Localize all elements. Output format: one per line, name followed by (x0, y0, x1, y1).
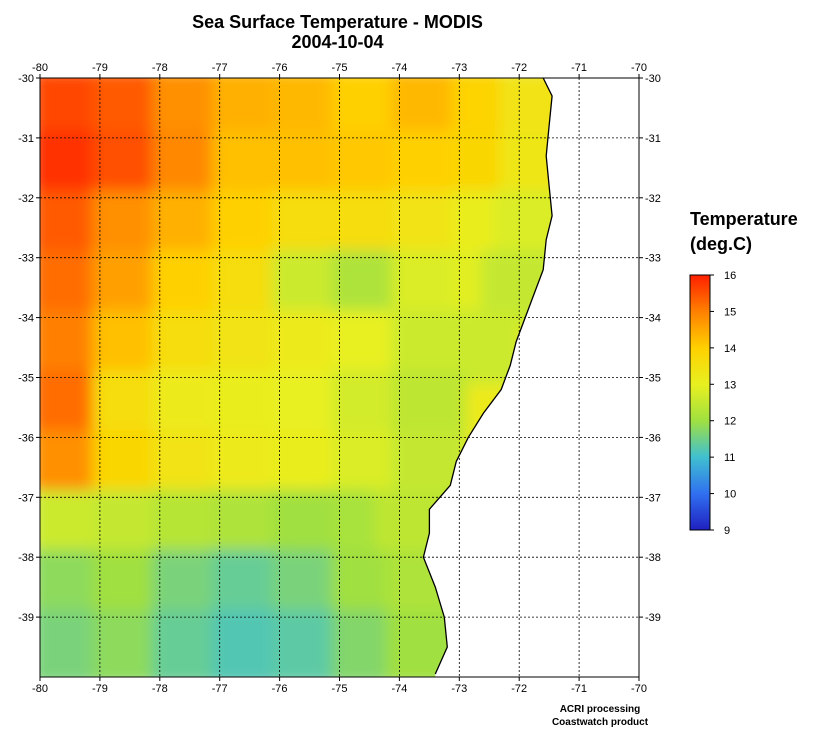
lon-tick-label-bottom: -70 (631, 683, 647, 695)
lat-tick-label-left: -32 (18, 193, 34, 205)
sst-cells (40, 78, 639, 677)
lat-tick-label-left: -31 (18, 133, 34, 145)
lon-tick-label-bottom: -73 (451, 683, 467, 695)
lat-tick-label-left: -35 (18, 373, 34, 385)
lon-tick-label-bottom: -76 (272, 683, 288, 695)
legend-units: (deg.C) (690, 234, 752, 254)
lon-tick-label-bottom: -72 (511, 683, 527, 695)
lon-tick-label-bottom: -78 (152, 683, 168, 695)
lat-tick-label-right: -36 (645, 432, 661, 444)
lat-tick-label-right: -38 (645, 552, 661, 564)
lat-tick-label-left: -39 (18, 612, 34, 624)
lat-tick-label-left: -34 (18, 313, 34, 325)
legend-title: Temperature (690, 209, 798, 229)
credit-processing: ACRI processing (559, 704, 641, 715)
lat-tick-label-right: -37 (645, 492, 661, 504)
lat-tick-label-left: -33 (18, 253, 34, 265)
lat-tick-label-right: -31 (645, 133, 661, 145)
lon-tick-label-top: -74 (391, 62, 407, 74)
lat-tick-label-right: -33 (645, 253, 661, 265)
lat-tick-label-right: -34 (645, 313, 661, 325)
lon-tick-label-top: -70 (631, 62, 647, 74)
lon-tick-label-top: -80 (32, 62, 48, 74)
land-mask (423, 78, 639, 677)
colorbar-tick-label: 9 (724, 525, 730, 537)
lon-tick-label-top: -77 (212, 62, 228, 74)
lon-tick-label-top: -71 (571, 62, 587, 74)
colorbar (689, 274, 711, 531)
lat-tick-label-left: -30 (18, 73, 34, 85)
map-title: Sea Surface Temperature - MODIS (192, 12, 483, 32)
axis-tick-labels: -80 -80 -79 -79 -78 -78 -77 -77 -76 -76 -75 -75 -74 -… (18, 62, 661, 695)
lon-tick-label-bottom: -79 (92, 683, 108, 695)
lat-tick-label-right: -32 (645, 193, 661, 205)
lon-tick-label-top: -76 (272, 62, 288, 74)
colorbar-tick-label: 14 (724, 343, 736, 355)
lon-tick-label-top: -72 (511, 62, 527, 74)
lon-tick-label-top: -78 (152, 62, 168, 74)
colorbar-tick-label: 16 (724, 270, 736, 282)
lat-tick-label-left: -37 (18, 492, 34, 504)
colorbar-tick-label: 12 (724, 416, 736, 428)
lon-tick-label-top: -73 (451, 62, 467, 74)
lat-tick-label-right: -30 (645, 73, 661, 85)
lon-tick-label-bottom: -71 (571, 683, 587, 695)
lat-tick-label-left: -38 (18, 552, 34, 564)
lat-tick-label-right: -39 (645, 612, 661, 624)
colorbar-ticks: 16 15 14 13 12 11 10 9 (710, 270, 736, 537)
lon-tick-label-bottom: -75 (332, 683, 348, 695)
lon-tick-label-bottom: -77 (212, 683, 228, 695)
lon-tick-label-bottom: -80 (32, 683, 48, 695)
colorbar-tick-label: 10 (724, 489, 736, 501)
colorbar-tick-label: 13 (724, 379, 736, 391)
map-date: 2004-10-04 (291, 32, 384, 52)
colorbar-tick-label: 11 (724, 452, 735, 464)
lon-tick-label-top: -75 (332, 62, 348, 74)
sst-field (40, 78, 639, 677)
lon-tick-label-bottom: -74 (391, 683, 407, 695)
colorbar-tick-label: 15 (724, 306, 736, 318)
credit-product: Coastwatch product (551, 717, 649, 728)
lat-tick-label-right: -35 (645, 373, 661, 385)
lat-tick-label-left: -36 (18, 432, 34, 444)
lon-tick-label-top: -79 (92, 62, 108, 74)
